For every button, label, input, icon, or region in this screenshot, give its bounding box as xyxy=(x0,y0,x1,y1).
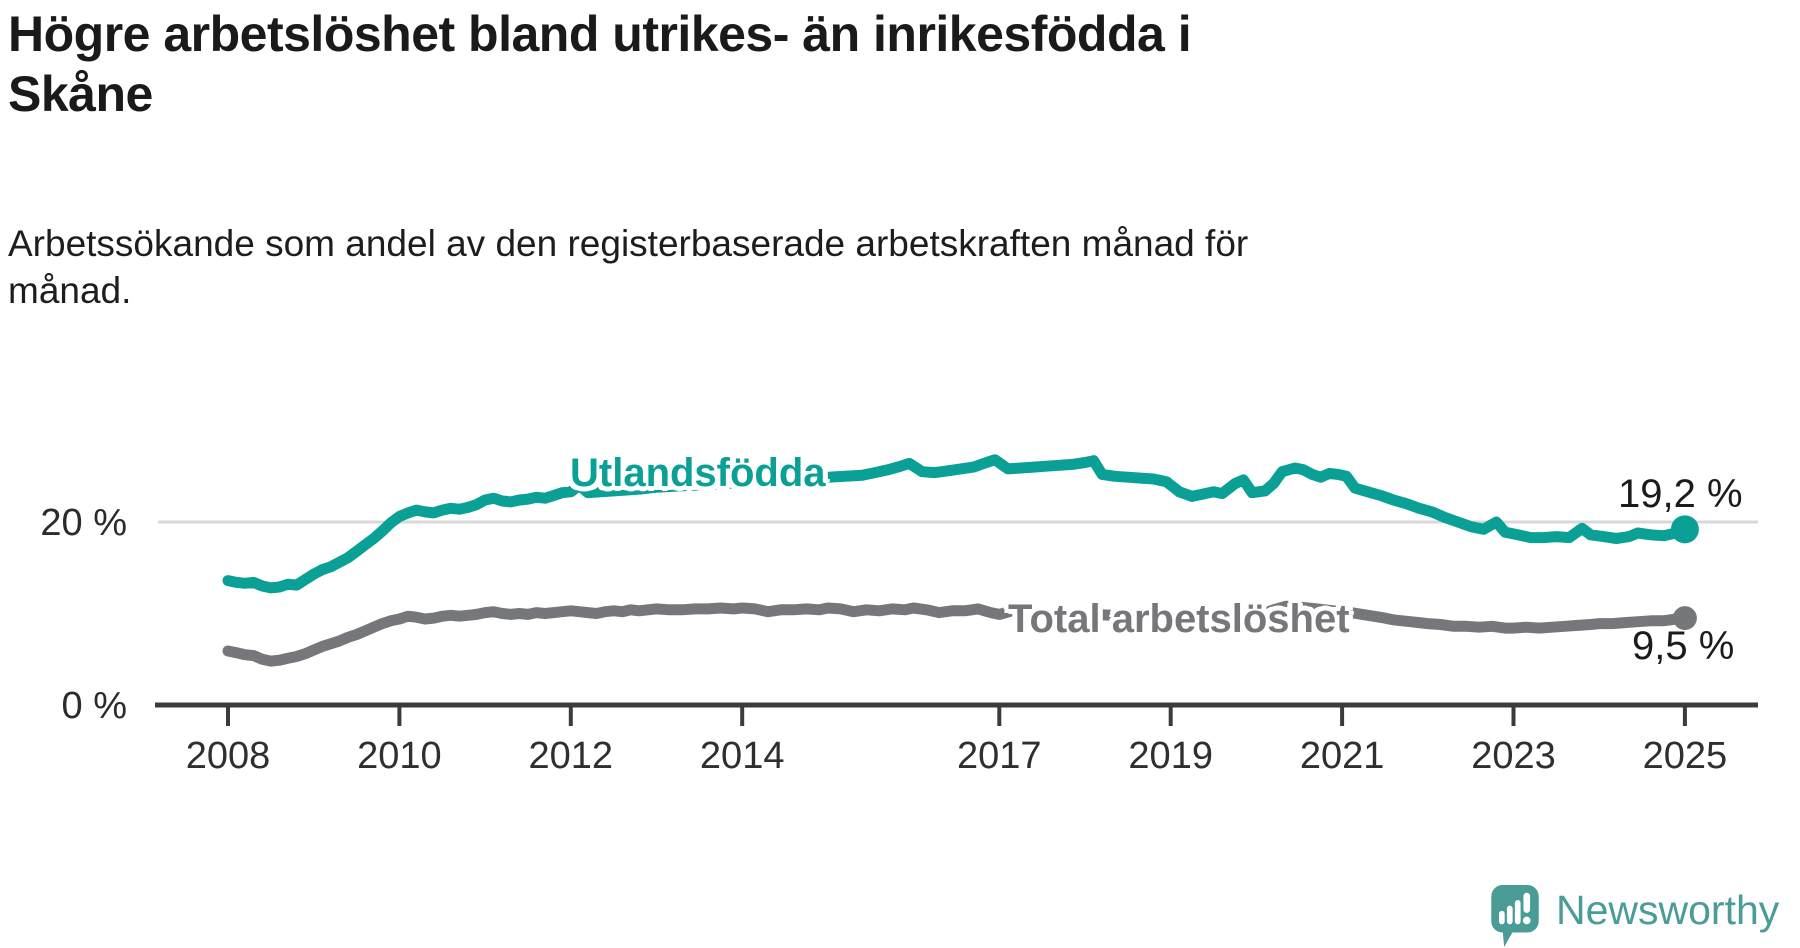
x-tick-label: 2021 xyxy=(1300,735,1385,777)
y-tick-label: 0 % xyxy=(62,685,127,727)
series-line-0 xyxy=(222,454,1691,594)
end-value-label-total: 9,5 % xyxy=(1632,624,1735,668)
newsworthy-logo: Newsworthy xyxy=(1490,884,1800,948)
x-tick-label: 2012 xyxy=(529,735,614,777)
series-label-utlandsfodda: Utlandsfödda xyxy=(570,451,826,495)
chart-subtitle-line-1: Arbetssökande som andel av den registerb… xyxy=(8,223,1249,264)
x-tick-label: 2010 xyxy=(357,735,442,777)
series-label-total-arbetsloshet: Total arbetslöshet xyxy=(1008,597,1350,641)
x-tick-label: 2023 xyxy=(1471,735,1556,777)
chart-title-line-1: Högre arbetslöshet bland utrikes- än inr… xyxy=(8,6,1192,62)
chart-subtitle: Arbetssökande som andel av den registerb… xyxy=(8,220,1508,314)
x-tick-label: 2014 xyxy=(700,735,785,777)
series-line-1 xyxy=(222,600,1691,667)
series-end-dot-1 xyxy=(1672,606,1697,631)
x-tick-label: 2025 xyxy=(1643,735,1728,777)
chart-title: Högre arbetslöshet bland utrikes- än inr… xyxy=(8,4,1508,124)
x-tick-label: 2008 xyxy=(186,735,271,777)
chart-title-line-2: Skåne xyxy=(8,66,153,122)
x-tick-label: 2017 xyxy=(957,735,1042,777)
series-end-dot-0 xyxy=(1670,515,1699,544)
newsworthy-speech-bubble-chart-icon xyxy=(1491,885,1539,947)
chart-subtitle-line-2: månad. xyxy=(8,270,132,311)
end-value-label-utlandsfodda: 19,2 % xyxy=(1618,472,1743,516)
x-tick-label: 2019 xyxy=(1128,735,1213,777)
y-tick-label: 20 % xyxy=(40,502,127,544)
newsworthy-logo-text: Newsworthy xyxy=(1556,887,1780,933)
